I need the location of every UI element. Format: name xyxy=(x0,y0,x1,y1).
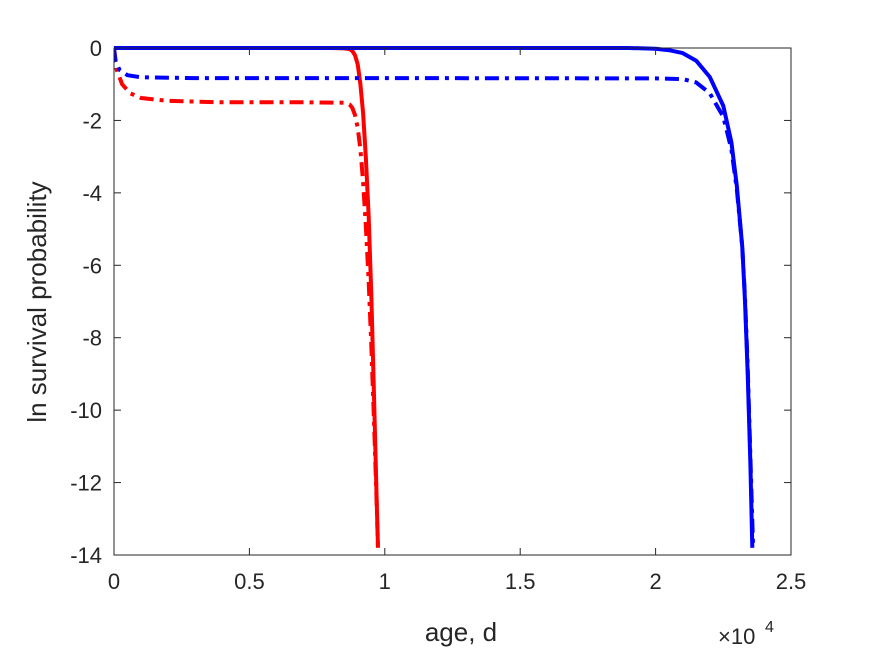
y-tick-label: -2 xyxy=(82,108,102,133)
series-line-4 xyxy=(114,47,756,548)
x-multiplier-base: ×10 xyxy=(718,624,755,649)
y-tick-label: -6 xyxy=(82,253,102,278)
y-tick-label: -10 xyxy=(70,398,102,423)
plot-area: 0 0.5 1 1.5 2 2.5 0 -2 -4 -6 -8 -10 -12 -14 xyxy=(70,36,806,594)
x-axis-multiplier: ×10 4 xyxy=(718,619,774,649)
y-tick-label: -8 xyxy=(82,326,102,351)
series-line-2 xyxy=(114,47,380,548)
x-tick-label: 0.5 xyxy=(234,569,265,594)
y-tick-label: -12 xyxy=(70,471,102,496)
x-tick-label: 0 xyxy=(108,569,120,594)
x-tick-label: 2.5 xyxy=(776,569,807,594)
y-tick-label: 0 xyxy=(90,36,102,61)
y-axis-label: ln survival probability xyxy=(22,181,52,422)
x-axis-label: age, d xyxy=(425,617,497,647)
y-tick-label: -14 xyxy=(70,543,102,568)
x-tick-label: 2 xyxy=(649,569,661,594)
y-tick-label: -4 xyxy=(82,181,102,206)
x-tick-label: 1 xyxy=(379,569,391,594)
y-ticks: 0 -2 -4 -6 -8 -10 -12 -14 xyxy=(70,36,791,568)
x-ticks: 0 0.5 1 1.5 2 2.5 xyxy=(108,48,806,594)
axes-box xyxy=(113,47,792,556)
x-tick-label: 1.5 xyxy=(505,569,536,594)
x-multiplier-exponent: 4 xyxy=(765,619,774,636)
